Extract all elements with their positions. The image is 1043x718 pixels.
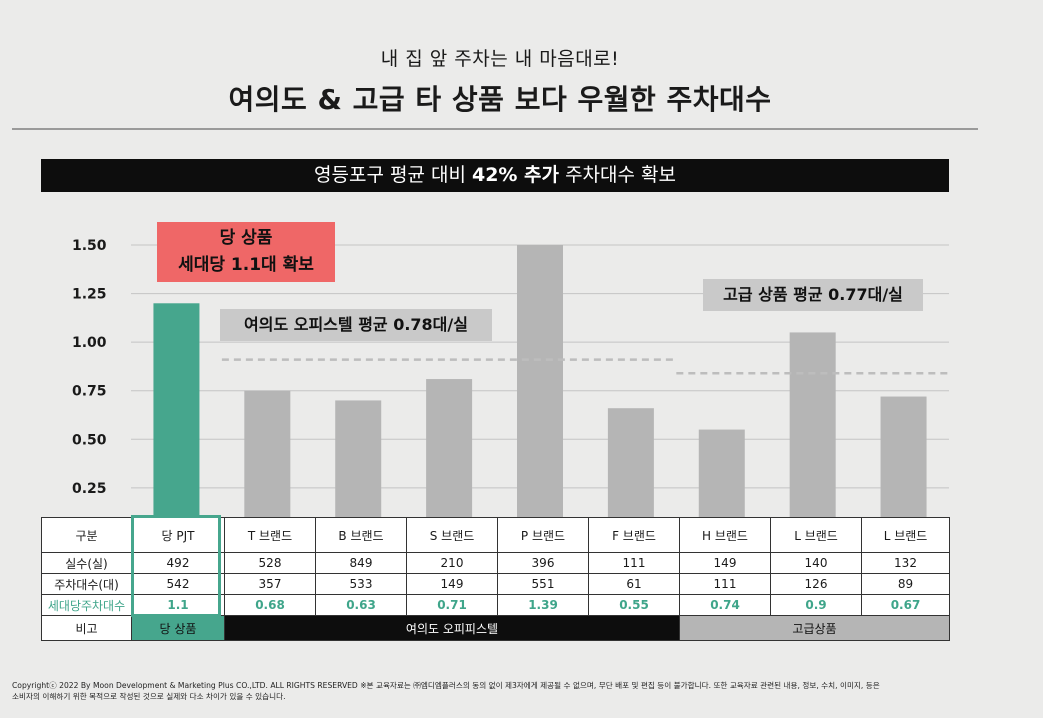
bar [153, 303, 200, 517]
table-cell: 528 [224, 552, 316, 574]
y-tick-label: 0.25 [72, 481, 107, 497]
bar [426, 379, 473, 517]
bar [517, 245, 563, 517]
bar [244, 390, 291, 517]
table-column-header: L 브랜드 [861, 517, 950, 553]
table-column-header: T 브랜드 [224, 517, 316, 553]
data-table: 구분 당 PJT T 브랜드 B 브랜드 S 브랜드 P 브랜드 F 브랜드 H 브랜드 L 브… [41, 517, 950, 641]
table-header-row: 구분 당 PJT T 브랜드 B 브랜드 S 브랜드 P 브랜드 F 브랜드 H 브랜드 L 브… [41, 517, 950, 553]
table-cell: 111 [679, 573, 771, 595]
table-cell: 357 [224, 573, 316, 595]
y-tick-label: 1.00 [72, 335, 107, 351]
table-column-header: F 브랜드 [588, 517, 680, 553]
premium-average-callout: 고급 상품 평균 0.77대/실 [703, 279, 923, 311]
title-divider [12, 128, 978, 130]
remark-premium-product: 고급상품 [679, 615, 950, 641]
table-cell: 132 [861, 552, 950, 574]
this-product-callout-line2: 세대당 1.1대 확보 [178, 255, 314, 275]
table-cell: 492 [131, 552, 225, 574]
bar [880, 396, 927, 517]
table-column-header: S 브랜드 [406, 517, 498, 553]
table-cell: 0.68 [224, 594, 316, 616]
banner-suffix: 주차대수 확보 [559, 164, 676, 186]
table-row: 세대당주차대수 1.1 0.68 0.63 0.71 1.39 0.55 0.74 0.9 0.6… [41, 594, 950, 616]
table-cell: 140 [770, 552, 862, 574]
y-tick-label: 0.75 [72, 384, 107, 400]
table-row-label: 세대당주차대수 [41, 594, 132, 616]
banner-prefix: 영등포구 평균 대비 [314, 164, 472, 186]
table-cell: 849 [315, 552, 407, 574]
table-remark-row: 비고 당 상품 여의도 오피피스텔 고급상품 [41, 615, 950, 641]
bar [335, 400, 382, 517]
table-column-header: H 브랜드 [679, 517, 771, 553]
table-row-label: 실수(실) [41, 552, 132, 574]
table-row-label: 비고 [41, 615, 132, 641]
table-cell: 111 [588, 552, 680, 574]
page-title: 여의도 & 고급 타 상품 보다 우월한 주차대수 [228, 83, 772, 116]
copyright-footer: Copyrightⓒ 2022 By Moon Development & Ma… [12, 680, 1032, 702]
this-product-callout-line1: 당 상품 [219, 228, 273, 248]
table-cell: 61 [588, 573, 680, 595]
page-subtitle: 내 집 앞 주차는 내 마음대로! [380, 48, 620, 70]
table-cell: 126 [770, 573, 862, 595]
table-cell: 551 [497, 573, 589, 595]
bar [698, 429, 745, 517]
table-cell: 210 [406, 552, 498, 574]
table-cell: 396 [497, 552, 589, 574]
footer-line-2: 소비자의 이해하기 위한 목적으로 작성된 것으로 실제와 다소 차이가 있을 … [12, 692, 286, 701]
table-cell: 149 [679, 552, 771, 574]
y-tick-label: 1.25 [72, 287, 107, 303]
y-tick-label: 1.50 [72, 238, 107, 254]
table-header-label: 구분 [41, 517, 132, 553]
y-tick-label: 0.50 [72, 432, 107, 448]
table-column-header: L 브랜드 [770, 517, 862, 553]
table-column-header: B 브랜드 [315, 517, 407, 553]
table-cell: 0.55 [588, 594, 680, 616]
table-row: 실수(실) 492 528 849 210 396 111 149 140 132 [41, 552, 950, 574]
footer-line-1: Copyrightⓒ 2022 By Moon Development & Ma… [12, 681, 880, 690]
table-row: 주차대수(대) 542 357 533 149 551 61 111 126 89 [41, 573, 950, 595]
table-cell: 89 [861, 573, 950, 595]
table-cell: 0.67 [861, 594, 950, 616]
table-cell: 533 [315, 573, 407, 595]
table-column-header: 당 PJT [131, 517, 225, 553]
table-cell: 0.71 [406, 594, 498, 616]
table-cell: 0.74 [679, 594, 771, 616]
bar [789, 332, 836, 517]
table-cell: 149 [406, 573, 498, 595]
table-cell: 0.63 [315, 594, 407, 616]
banner-highlight: 42% 추가 [471, 164, 560, 186]
table-cell: 1.1 [131, 594, 225, 616]
remark-yeouido-officetel: 여의도 오피피스텔 [224, 615, 680, 641]
table-row-label: 주차대수(대) [41, 573, 132, 595]
table-cell: 0.9 [770, 594, 862, 616]
table-column-header: P 브랜드 [497, 517, 589, 553]
this-product-callout: 당 상품 세대당 1.1대 확보 [157, 222, 335, 282]
headline-banner: 영등포구 평균 대비 42% 추가 주차대수 확보 [41, 159, 949, 192]
remark-this-product: 당 상품 [131, 615, 225, 641]
table-cell: 542 [131, 573, 225, 595]
yeouido-average-callout: 여의도 오피스텔 평균 0.78대/실 [220, 309, 492, 341]
bar [607, 408, 654, 517]
table-cell: 1.39 [497, 594, 589, 616]
